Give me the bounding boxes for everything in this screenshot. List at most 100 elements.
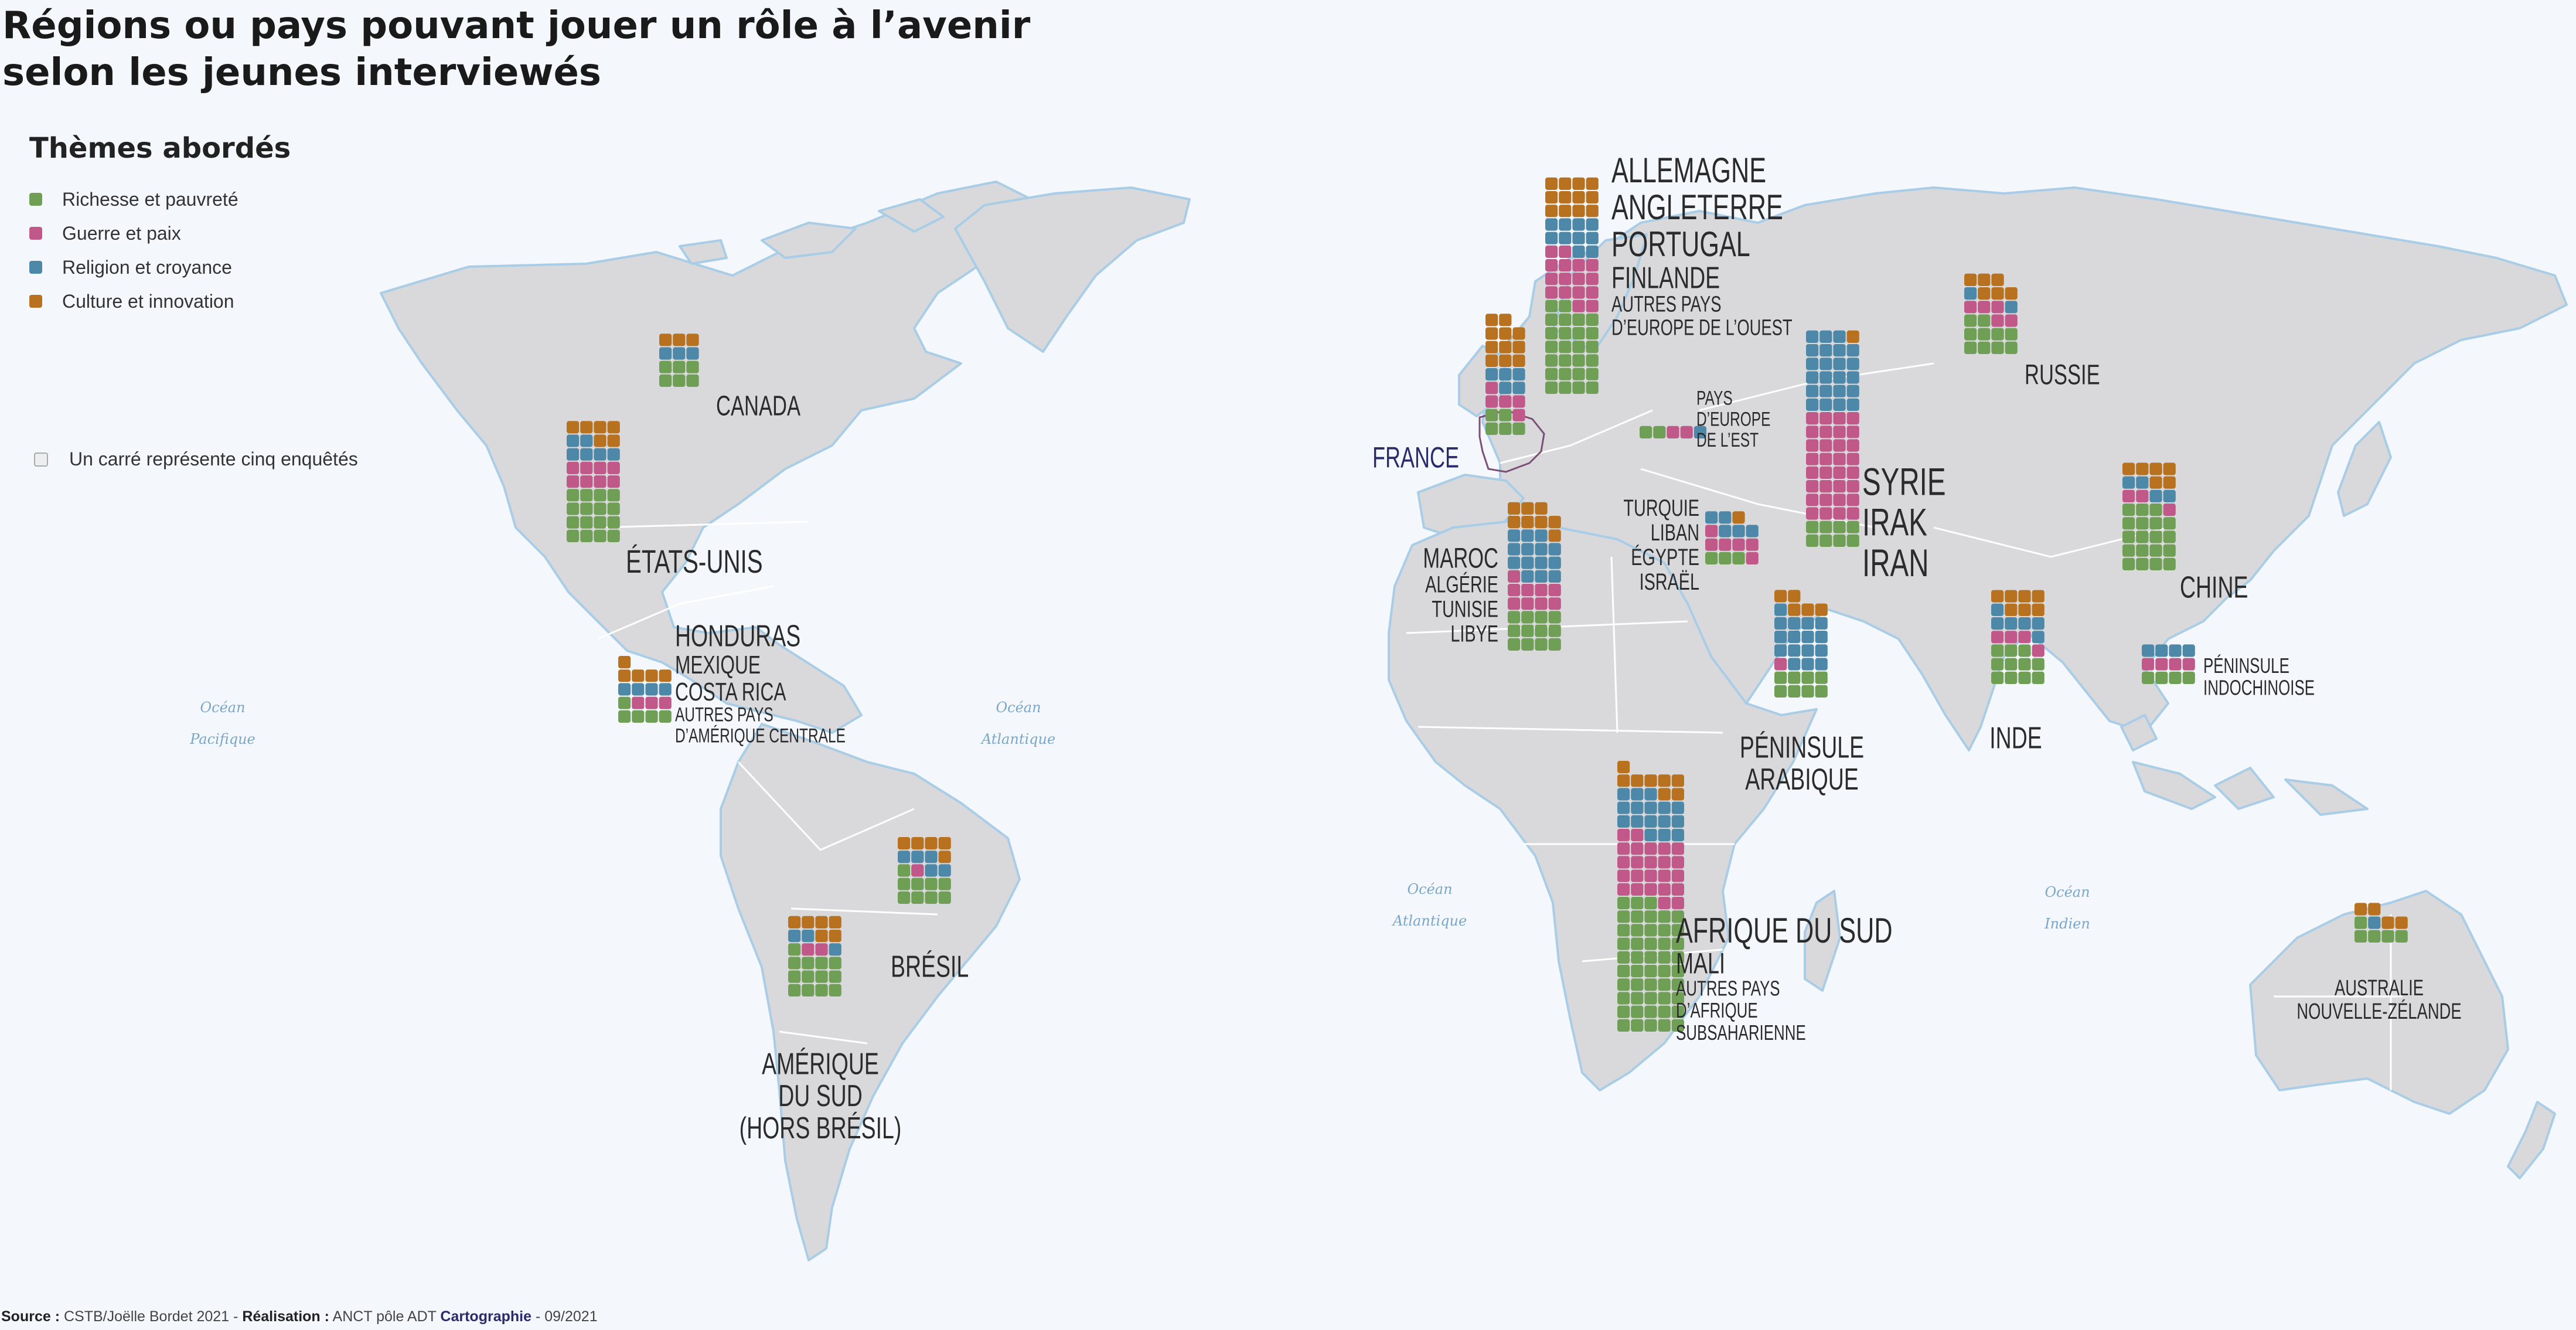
wealth-square [2163, 530, 2176, 543]
religion-square [1774, 644, 1787, 657]
realisation-text: ANCT pôle ADT [329, 1308, 441, 1325]
wealth-square [1774, 671, 1787, 684]
religion-square [2169, 644, 2182, 657]
culture-swatch [29, 295, 42, 308]
war-square [1548, 584, 1561, 597]
war-square [1806, 507, 1819, 520]
region-label: MEXIQUE [675, 651, 761, 679]
culture-square [1658, 788, 1671, 801]
religion-square [1548, 556, 1561, 569]
war-square [1545, 286, 1558, 299]
wealth-square [1964, 341, 1977, 354]
wealth-square [1806, 534, 1819, 547]
wealth-square [925, 877, 938, 890]
wealth-square [2136, 530, 2149, 543]
culture-square [1991, 287, 2004, 300]
wealth-square [1586, 327, 1599, 340]
wealth-square [1545, 368, 1558, 380]
culture-square [1572, 177, 1585, 190]
wealth-square [1586, 368, 1599, 380]
wealth-square [2354, 916, 2367, 929]
war-square [1846, 426, 1859, 438]
wealth-square [1631, 1005, 1644, 1018]
africa-shape [1388, 521, 1818, 1091]
wealth-square [1617, 937, 1630, 950]
culture-square [1559, 191, 1572, 204]
wealth-square [898, 891, 911, 904]
religion-square [1774, 603, 1787, 616]
waffle-group-6: ALLEMAGNEANGLETERREPORTUGALFINLANDEAUTRE… [1545, 151, 1793, 394]
realisation-label: Réalisation : [242, 1308, 329, 1325]
wealth-square [1521, 611, 1534, 624]
wealth-square [898, 864, 911, 877]
war-square [1559, 286, 1572, 299]
religion-square [925, 864, 938, 877]
wealth-square [686, 360, 699, 373]
culture-square [1521, 502, 1534, 515]
wealth-square [1644, 937, 1657, 950]
war-square [1991, 301, 2004, 314]
wealth-square [1991, 671, 2004, 684]
wealth-square [802, 984, 815, 996]
wealth-square [1640, 426, 1652, 438]
wealth-square [815, 984, 828, 996]
wealth-square [2149, 504, 2162, 516]
wealth-square [1631, 897, 1644, 910]
war-square [1521, 597, 1534, 610]
religion-square [1846, 358, 1859, 370]
wealth-square [1508, 611, 1521, 624]
wealth-square [2032, 658, 2045, 671]
religion-square [1815, 644, 1828, 657]
war-square [1631, 869, 1644, 882]
wealth-square [2163, 544, 2176, 557]
war-square [1819, 494, 1832, 506]
religion-square [2136, 476, 2149, 489]
religion-square [1548, 543, 1561, 556]
wealth-square [2149, 517, 2162, 530]
religion-square [1586, 218, 1599, 231]
religion-square [1815, 631, 1828, 644]
war-square [1806, 494, 1819, 506]
war-square [1671, 897, 1684, 910]
wealth-square [1788, 671, 1801, 684]
wealth-square [1964, 328, 1977, 341]
war-square [1586, 286, 1599, 299]
wealth-square [2182, 671, 2195, 684]
culture-square [1671, 774, 1684, 787]
war-square [815, 943, 828, 956]
wealth-square [1991, 341, 2004, 354]
religion-square [1617, 788, 1630, 801]
culture-square [1548, 516, 1561, 529]
war-square [1671, 856, 1684, 869]
culture-square [2032, 590, 2045, 603]
legend: Thèmes abordés Richesse et pauvreté Guer… [29, 132, 291, 318]
culture-square [2005, 287, 2018, 300]
wealth-square [1572, 313, 1585, 326]
war-square [1572, 300, 1585, 312]
religion-square [1991, 617, 2004, 630]
wealth-square [911, 891, 924, 904]
ocean-label: Atlantique [980, 731, 1055, 747]
wealth-square [1631, 910, 1644, 923]
wealth-square [1545, 327, 1558, 340]
wealth-square [1658, 1019, 1671, 1032]
war-square [1586, 300, 1599, 312]
culture-square [2149, 462, 2162, 475]
war-square [567, 475, 580, 488]
culture-square [815, 930, 828, 943]
wealth-square [659, 360, 672, 373]
wealth-square [1732, 552, 1745, 564]
culture-square [1964, 273, 1977, 286]
religion-square [1658, 801, 1671, 814]
wealth-square [2018, 671, 2031, 684]
wealth-square [2163, 557, 2176, 570]
war-square [1559, 273, 1572, 285]
wealth-square [2122, 557, 2135, 570]
religion-square [1671, 801, 1684, 814]
religion-square [659, 683, 672, 696]
culture-square [802, 916, 815, 928]
war-square [1846, 439, 1859, 452]
title-line-1: Régions ou pays pouvant jouer un rôle à … [2, 4, 1031, 47]
